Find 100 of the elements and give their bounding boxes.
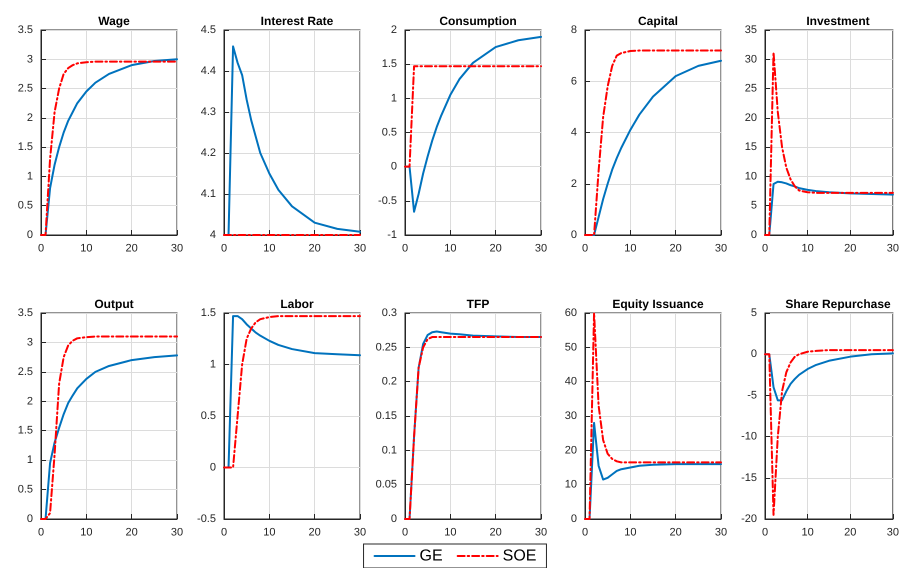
y-tick-label: 1.5: [18, 424, 33, 437]
x-tick-label: 20: [126, 242, 138, 254]
y-tick-label: -0.5: [378, 194, 397, 207]
x-tick-label: 10: [802, 526, 814, 538]
chart-title: Share Repurchase: [785, 297, 892, 311]
y-tick-label: 0: [570, 513, 577, 525]
y-tick-label: 20: [564, 444, 577, 456]
y-tick-label: 4.2: [200, 147, 216, 159]
y-tick-label: 0.2: [382, 376, 397, 388]
y-tick-label: 1: [390, 92, 397, 104]
y-tick-label: 2: [390, 24, 397, 36]
y-tick-label: 2: [570, 178, 577, 190]
y-tick-label: 50: [564, 341, 577, 354]
x-tick-label: 30: [886, 242, 900, 254]
x-tick-label: 0: [38, 526, 44, 538]
y-tick-label: 1: [26, 454, 33, 466]
x-tick-label: 30: [354, 242, 366, 254]
x-tick-label: 30: [714, 242, 728, 254]
y-tick-label: 4.5: [200, 24, 216, 36]
x-tick-label: 30: [354, 526, 366, 538]
y-tick-label: 0.5: [382, 126, 397, 138]
x-tick-label: 0: [762, 526, 768, 538]
y-tick-label: 0: [26, 229, 33, 241]
y-tick-label: -1: [387, 229, 397, 241]
y-tick-label: 0: [210, 462, 216, 474]
chart-title: Wage: [98, 14, 130, 28]
chart-title: Capital: [638, 14, 678, 28]
x-tick-label: 20: [490, 242, 502, 254]
y-tick-label: 0.1: [382, 444, 397, 456]
y-tick-label: 0.5: [200, 410, 216, 422]
y-tick-label: 0.3: [382, 307, 397, 319]
y-tick-label: 20: [744, 112, 757, 124]
x-tick-label: 20: [490, 526, 502, 538]
y-tick-label: 2: [26, 112, 33, 124]
y-tick-label: 0: [750, 348, 757, 360]
y-tick-label: 1.5: [18, 141, 33, 154]
y-tick-label: 0.5: [18, 200, 33, 212]
y-tick-label: 0.5: [18, 484, 33, 496]
y-tick-label: 0.05: [376, 478, 397, 491]
y-tick-label: 3: [26, 53, 33, 66]
chart-title: Labor: [280, 297, 314, 311]
legend-label: SOE: [502, 548, 536, 564]
x-tick-label: 10: [624, 242, 636, 254]
line-series: [764, 349, 894, 516]
line-series: [584, 312, 722, 520]
x-tick-label: 20: [670, 242, 682, 254]
x-tick-label: 0: [402, 242, 408, 254]
y-tick-label: 2.5: [18, 366, 33, 378]
y-tick-label: 6: [570, 75, 577, 88]
x-tick-label: 20: [308, 526, 321, 538]
x-tick-label: 30: [534, 526, 548, 538]
x-tick-label: 10: [80, 526, 92, 538]
y-tick-label: 4.4: [200, 65, 216, 77]
x-tick-label: 20: [670, 526, 682, 538]
y-tick-label: 30: [564, 410, 577, 422]
y-tick-label: 1: [26, 170, 33, 182]
x-tick-label: 30: [886, 526, 900, 538]
x-tick-label: 0: [220, 242, 228, 254]
chart-title: Consumption: [439, 14, 517, 28]
y-tick-label: 10: [744, 170, 757, 182]
x-tick-label: 10: [263, 526, 276, 538]
y-tick-label: 1.5: [382, 58, 397, 70]
y-tick-label: 25: [744, 82, 757, 95]
y-tick-label: 5: [750, 307, 757, 319]
x-tick-label: 0: [402, 526, 408, 538]
y-tick-label: 4: [570, 126, 577, 138]
chart-title: Investment: [806, 14, 870, 28]
x-tick-label: 20: [308, 242, 321, 254]
y-tick-label: 1: [210, 358, 216, 370]
x-tick-label: 10: [444, 242, 456, 254]
y-tick-label: 60: [564, 307, 577, 319]
y-tick-label: 3.5: [18, 24, 33, 36]
x-tick-label: 0: [38, 242, 44, 254]
x-tick-label: 30: [714, 526, 728, 538]
x-tick-label: 0: [762, 242, 768, 254]
chart-title: TFP: [466, 297, 490, 311]
x-tick-label: 10: [802, 242, 814, 254]
y-tick-label: 2.5: [18, 82, 33, 95]
y-tick-label: 1.5: [200, 307, 216, 319]
x-tick-label: 0: [582, 242, 588, 254]
x-tick-label: 20: [844, 242, 856, 254]
y-tick-label: 4.1: [200, 188, 216, 200]
x-tick-label: 10: [80, 242, 92, 254]
y-tick-label: 0: [570, 229, 577, 241]
y-tick-label: -10: [741, 430, 757, 443]
y-tick-label: 3.5: [18, 307, 33, 319]
x-tick-label: 10: [624, 526, 636, 538]
chart-title: Equity Issuance: [612, 297, 704, 311]
chart-title: Interest Rate: [260, 14, 334, 28]
y-tick-label: 4.3: [200, 106, 216, 118]
y-tick-label: 30: [744, 53, 757, 66]
y-tick-label: 2: [26, 395, 33, 408]
legend-label: GE: [420, 548, 443, 564]
y-tick-label: 0: [390, 513, 397, 525]
x-tick-label: 30: [534, 242, 548, 254]
y-tick-label: 5: [750, 200, 757, 212]
y-tick-label: 3: [26, 336, 33, 348]
y-tick-label: 0: [26, 513, 33, 525]
y-tick-label: -15: [741, 472, 757, 484]
y-tick-label: 15: [744, 141, 757, 154]
